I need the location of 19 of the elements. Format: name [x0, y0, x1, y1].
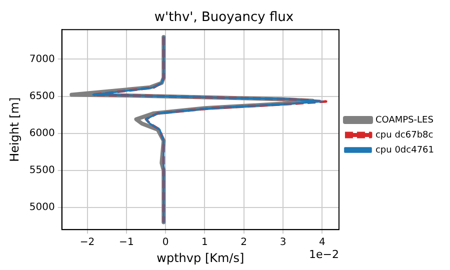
x-axis-title: wpthvp [Km/s]: [156, 250, 244, 265]
x-tick-label: 0: [162, 237, 169, 248]
x-tick-label: 1: [202, 237, 208, 248]
y-axis-title: Height [m]: [7, 97, 22, 162]
y-tick-label: 6000: [29, 128, 55, 139]
x-tick-label: −2: [80, 237, 95, 248]
x-tick-label: 4: [318, 237, 326, 248]
legend-label: COAMPS-LES: [375, 115, 434, 126]
y-tick-label: 5000: [29, 202, 55, 213]
x-tick-label: −1: [119, 237, 134, 248]
x-tick-label: 3: [280, 237, 286, 248]
x-tick-label: 2: [240, 237, 248, 248]
legend-label: cpu 0dc4761: [375, 145, 434, 156]
legend-label: cpu dc67b8c: [375, 130, 434, 140]
chart-title: w'thv', Buoyancy flux: [154, 10, 294, 26]
text: 1e−2: [309, 248, 339, 261]
y-tick-label: 6500: [29, 90, 55, 102]
y-tick-label: 5500: [29, 164, 55, 176]
y-tick-label: 7000: [29, 54, 55, 65]
